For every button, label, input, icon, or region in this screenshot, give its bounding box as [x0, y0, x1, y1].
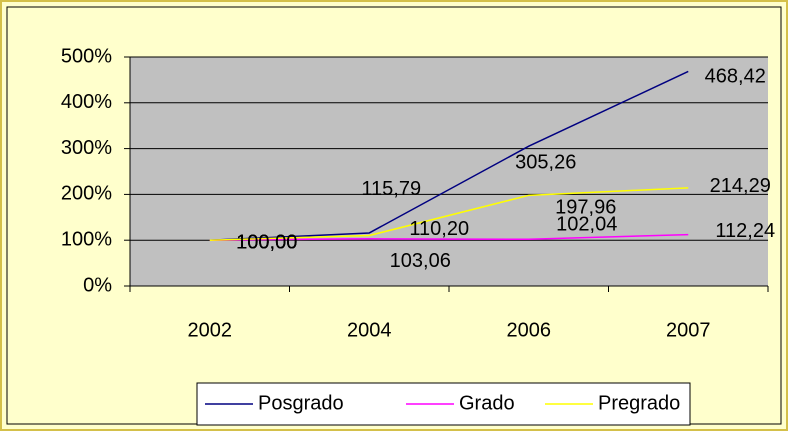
x-tick-label: 2004 — [347, 319, 392, 341]
plot-area — [130, 57, 768, 286]
y-tick-label: 0% — [83, 274, 112, 296]
series-line — [209, 233, 689, 241]
series-line — [209, 70, 689, 241]
data-label: 115,79 — [361, 178, 421, 200]
y-tick-label: 400% — [61, 91, 112, 113]
x-tick-label: 2002 — [188, 319, 233, 341]
data-label: 112,24 — [715, 220, 775, 242]
series-line — [209, 187, 689, 241]
data-label: 102,04 — [556, 214, 617, 236]
y-tick-label: 300% — [61, 137, 112, 159]
y-tick-label: 500% — [61, 45, 112, 67]
data-label: 100,00 — [236, 231, 297, 253]
x-tick-label: 2007 — [666, 319, 711, 341]
data-label: 100,00 — [236, 231, 297, 253]
x-tick-label: 2006 — [507, 319, 552, 341]
legend-label: Grado — [459, 392, 515, 414]
data-label: 103,06 — [390, 250, 451, 272]
y-tick-label: 100% — [61, 228, 112, 250]
data-label: 100,00 — [236, 231, 297, 253]
data-label: 110,20 — [409, 218, 469, 240]
y-tick-label: 200% — [61, 183, 112, 205]
legend-label: Pregrado — [598, 392, 680, 414]
data-label: 214,29 — [710, 175, 771, 197]
data-label: 197,96 — [555, 197, 616, 219]
legend-label: Posgrado — [258, 392, 344, 414]
data-label: 305,26 — [515, 151, 576, 173]
data-label: 468,42 — [705, 66, 766, 88]
